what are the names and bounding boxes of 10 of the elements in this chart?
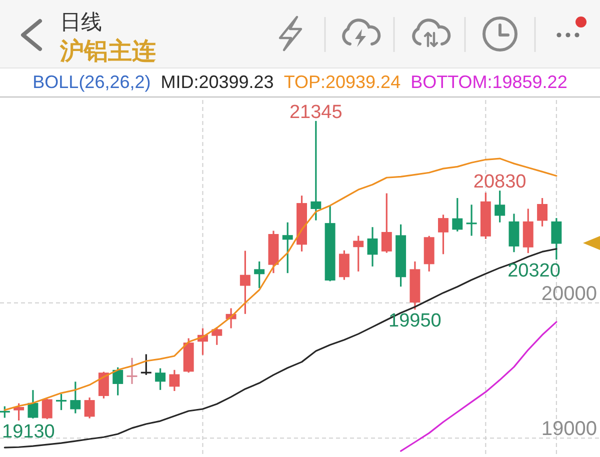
value-label: 19950	[388, 310, 442, 332]
legend: BOLL(26,26,2) MID:20399.23 TOP:20939.24 BOTTOM:19859.22	[32, 72, 568, 92]
y-tick-label: 19000	[541, 418, 597, 440]
value-label: 21345	[290, 102, 342, 123]
chart-title: 日线	[60, 11, 102, 34]
value-label: 20320	[508, 260, 560, 282]
y-tick-label: 20000	[541, 282, 597, 305]
chart-subtitle: 沪铝主连	[59, 37, 156, 65]
value-label: 20830	[473, 172, 526, 193]
value-label: 19130	[2, 422, 55, 442]
